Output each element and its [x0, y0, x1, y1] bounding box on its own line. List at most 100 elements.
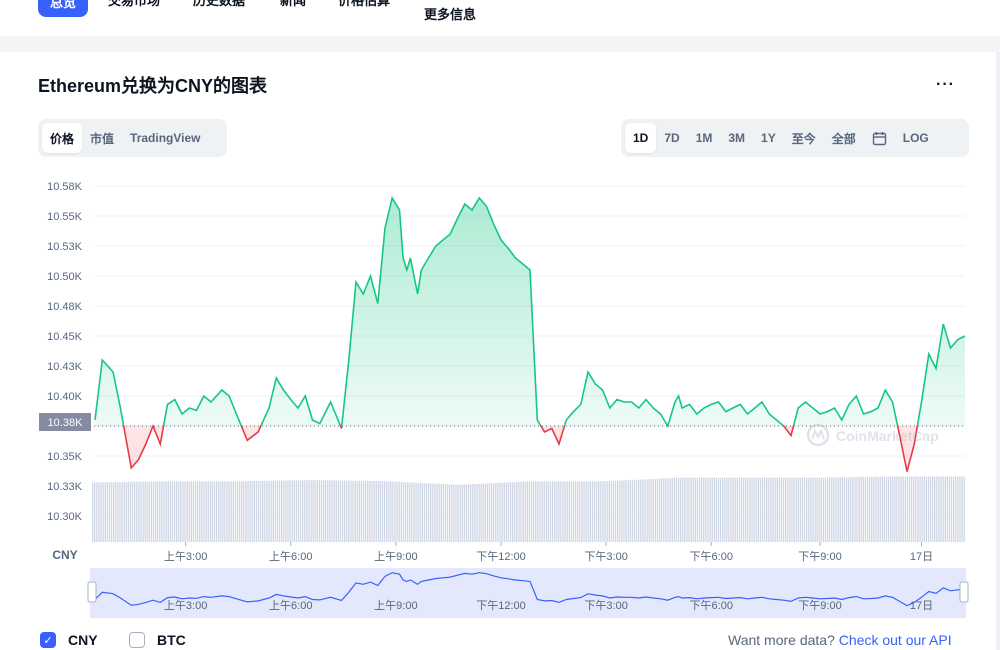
volume-bar: [675, 477, 678, 542]
volume-bar: [314, 480, 316, 542]
volume-bar: [373, 481, 375, 542]
volume-bar: [913, 476, 915, 542]
volume-bar: [667, 478, 669, 542]
navigator-handle-right[interactable]: [959, 581, 969, 603]
volume-bar: [268, 480, 270, 542]
api-promo: Want more data? Check out our API: [728, 632, 952, 648]
range-tab-3m[interactable]: 3M: [728, 131, 746, 145]
volume-bar: [587, 481, 589, 542]
volume-bar: [824, 477, 827, 542]
volume-bar: [169, 481, 171, 542]
volume-bar: [560, 481, 562, 542]
volume-bar: [190, 481, 192, 542]
volume-bar: [617, 480, 619, 542]
range-tab-ytd[interactable]: 至今: [791, 131, 816, 146]
volume-bar: [782, 477, 785, 542]
volume-bar: [887, 476, 890, 542]
volume-bar: [148, 481, 150, 542]
nav-tab-more-info[interactable]: 更多信息: [424, 7, 477, 22]
calendar-button[interactable]: [864, 123, 895, 153]
nav-tab-historical[interactable]: 历史数据: [193, 0, 246, 8]
volume-bar: [316, 480, 318, 542]
volume-bar: [785, 477, 787, 542]
api-link[interactable]: Check out our API: [838, 632, 952, 648]
navigator-tick-label: 上午9:00: [374, 599, 417, 612]
volume-bar: [461, 484, 463, 542]
volume-bar: [850, 477, 852, 542]
nav-tab-overview[interactable]: 总览: [38, 0, 89, 17]
nav-tab-markets[interactable]: 交易市场: [108, 0, 161, 8]
price-chart[interactable]: 10.58K 10.55K 10.53K 10.50K 10.48K 10.45K 10.4…: [0, 160, 1000, 630]
scrollbar-track[interactable]: [996, 52, 1000, 650]
volume-bar: [176, 481, 178, 542]
volume-bar: [404, 482, 407, 542]
volume-bar: [470, 484, 472, 542]
checkbox-checked-icon[interactable]: ✓: [40, 632, 56, 648]
volume-bar: [936, 476, 938, 542]
nav-tab-news[interactable]: 新闻: [280, 0, 307, 8]
range-tab-7d[interactable]: 7D: [664, 131, 680, 145]
volume-bar: [415, 482, 417, 542]
volume-bar: [776, 477, 778, 542]
volume-bar: [929, 476, 932, 542]
volume-bar: [407, 482, 409, 542]
range-tab-log[interactable]: LOG: [902, 131, 929, 145]
volume-bar: [738, 477, 741, 542]
legend-btc[interactable]: BTC: [129, 632, 186, 648]
volume-bar: [934, 476, 936, 542]
volume-bar: [480, 483, 482, 542]
baseline-label: 10.38K: [48, 417, 84, 429]
volume-bar: [344, 480, 346, 542]
volume-bar: [388, 481, 390, 542]
range-tab-all[interactable]: 全部: [831, 131, 856, 146]
volume-bar: [262, 480, 264, 542]
volume-bar: [509, 482, 512, 542]
volume-bar: [589, 481, 591, 542]
volume-bar: [131, 481, 134, 542]
x-tick-label: 17日: [910, 551, 933, 563]
volume-bar: [467, 484, 470, 542]
volume-bar: [791, 477, 793, 542]
volume-bar: [866, 476, 869, 542]
volume-bar: [554, 481, 556, 542]
range-tab-1m[interactable]: 1M: [695, 131, 713, 145]
nav-tab-price-estimate[interactable]: 价格估算: [338, 0, 391, 8]
y-unit-label: CNY: [52, 548, 77, 562]
volume-bar: [575, 481, 577, 542]
volume-bar: [898, 476, 900, 542]
view-tab-price[interactable]: 价格: [42, 123, 83, 153]
volume-bar: [184, 481, 186, 542]
volume-bar: [549, 481, 552, 542]
volume-bar: [287, 480, 289, 542]
volume-bar: [902, 476, 904, 542]
volume-bar: [425, 483, 428, 542]
volume-bar: [894, 476, 896, 542]
volume-bar: [100, 482, 102, 542]
range-tab-1d[interactable]: 1D: [625, 123, 657, 153]
volume-bar: [331, 480, 333, 542]
volume-bar: [134, 481, 136, 542]
navigator-window[interactable]: [90, 568, 966, 618]
volume-bar: [312, 480, 314, 542]
volume-bar: [142, 481, 144, 542]
view-tab-market-cap[interactable]: 市值: [90, 131, 115, 146]
volume-bar: [932, 476, 934, 542]
volume-bar: [677, 477, 680, 542]
volume-bar: [255, 480, 258, 542]
volume-bar: [350, 480, 352, 542]
volume-bar: [606, 481, 608, 542]
volume-bar: [593, 481, 596, 542]
more-options-button[interactable]: ···: [936, 76, 955, 93]
volume-bar: [220, 481, 222, 542]
volume-bar: [129, 481, 132, 542]
volume-bar: [308, 480, 310, 542]
volume-bar: [222, 481, 224, 542]
navigator-handle-left[interactable]: [87, 581, 97, 603]
volume-bar: [226, 481, 228, 542]
range-tab-1y[interactable]: 1Y: [761, 131, 776, 145]
volume-bar: [749, 477, 751, 542]
checkbox-unchecked-icon[interactable]: [129, 632, 145, 648]
legend-cny[interactable]: ✓ CNY: [40, 632, 98, 648]
navigator[interactable]: 上午3:00 上午6:00 上午9:00 下午12:00 下午3:00 下午6:00 下午9…: [87, 568, 969, 618]
view-tab-tradingview[interactable]: TradingView: [130, 131, 201, 145]
